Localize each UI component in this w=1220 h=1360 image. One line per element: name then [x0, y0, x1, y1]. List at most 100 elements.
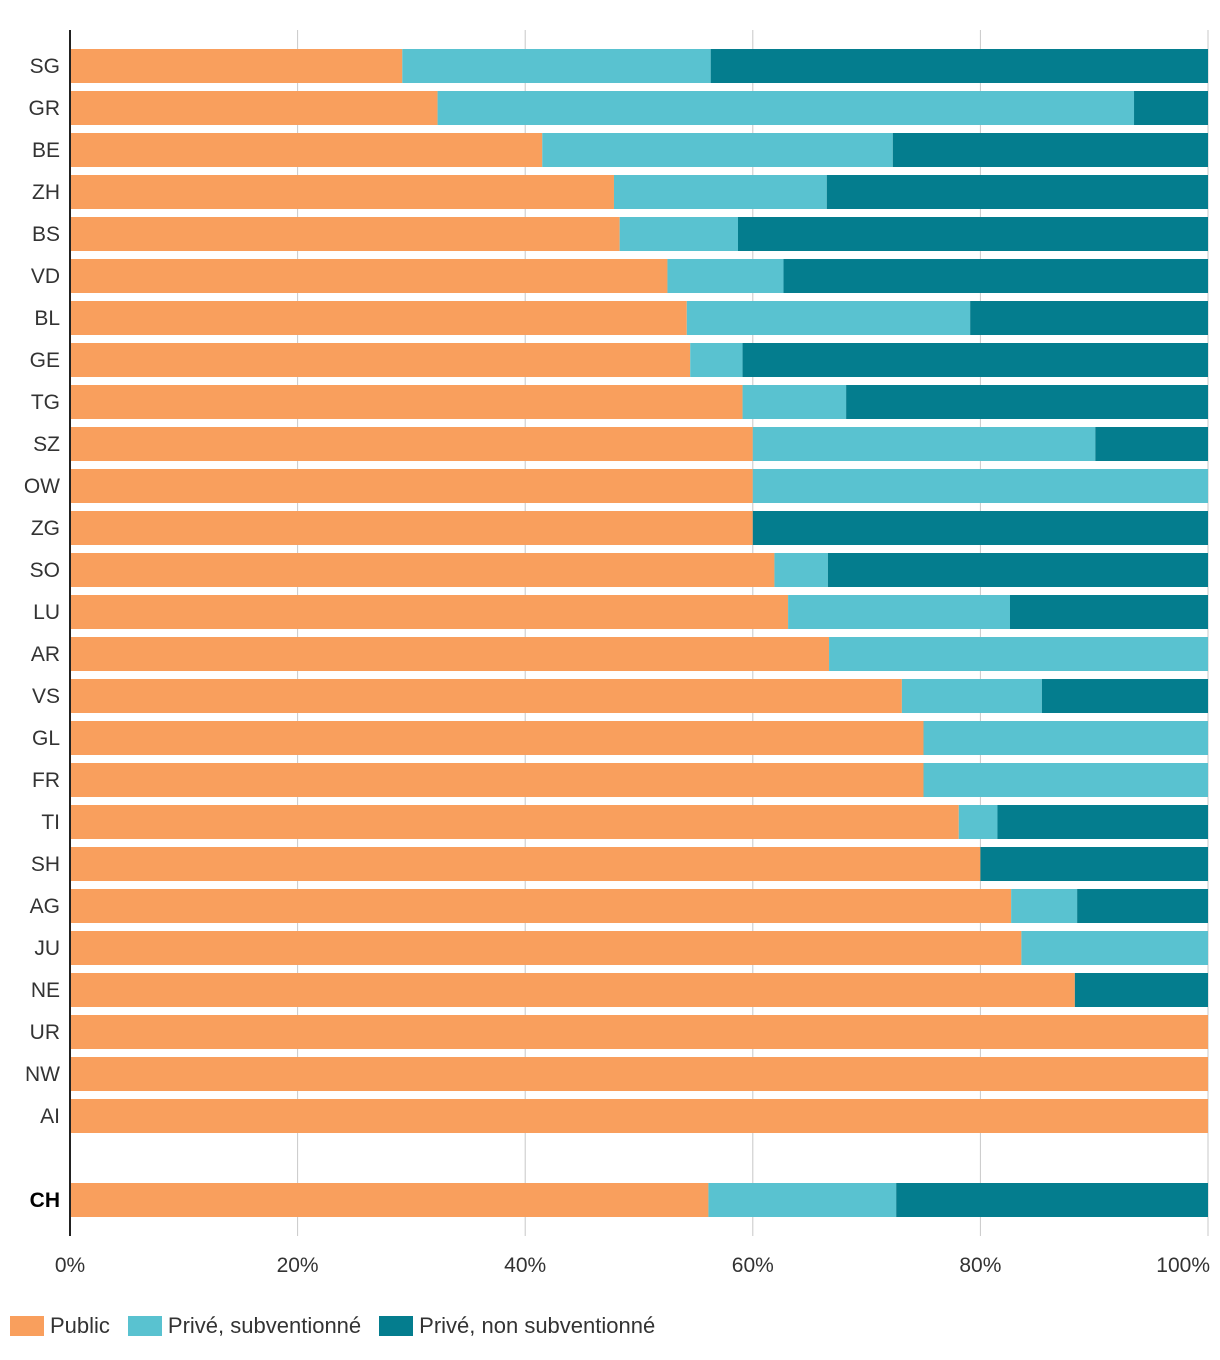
bar-ar-series-0: [70, 637, 830, 671]
bar-tg-series-2: [846, 385, 1208, 419]
bar-ow-series-1: [752, 469, 1208, 503]
legend-label-prive-non-subventionne: Privé, non subventionné: [419, 1313, 656, 1338]
bar-bs-series-0: [70, 217, 620, 251]
bar-zg-series-0: [70, 511, 753, 545]
bar-so-series-1: [774, 553, 828, 587]
bar-vd-series-0: [70, 259, 668, 293]
bar-sh-series-2: [980, 847, 1208, 881]
category-label-sg: SG: [30, 55, 60, 78]
bar-zh-series-1: [613, 175, 827, 209]
bar-tg-series-0: [70, 385, 743, 419]
category-label-ju: JU: [34, 937, 60, 960]
category-label-bs: BS: [32, 223, 60, 246]
category-label-lu: LU: [33, 601, 60, 624]
category-label-fr: FR: [32, 769, 60, 792]
bar-tg-series-1: [742, 385, 847, 419]
category-label-tg: TG: [31, 391, 60, 414]
bar-sg-series-1: [402, 49, 711, 83]
x-tick-label: 40%: [504, 1254, 546, 1277]
category-label-bl: BL: [34, 307, 60, 330]
x-tick-label: 100%: [1156, 1254, 1210, 1277]
bar-be-series-1: [542, 133, 893, 167]
x-tick-labels: 0% 20% 40% 60% 80% 100%: [55, 1254, 1210, 1277]
bar-vs-series-0: [70, 679, 902, 713]
bar-bl-series-0: [70, 301, 687, 335]
category-label-ch: CH: [30, 1189, 60, 1212]
bar-sg-series-0: [70, 49, 403, 83]
bar-bl-series-2: [970, 301, 1208, 335]
bar-ai-series-0: [70, 1099, 1208, 1133]
category-label-sh: SH: [31, 853, 60, 876]
legend: Public Privé, subventionné Privé, non su…: [10, 1313, 655, 1339]
bar-ar-series-1: [829, 637, 1208, 671]
x-tick-label: 20%: [277, 1254, 319, 1277]
bar-fr-series-0: [70, 763, 924, 797]
bar-vd-series-2: [783, 259, 1208, 293]
category-label-zh: ZH: [32, 181, 60, 204]
legend-label-public: Public: [50, 1313, 110, 1338]
bar-ge-series-2: [742, 343, 1208, 377]
category-label-gl: GL: [32, 727, 60, 750]
bar-ne-series-0: [70, 973, 1075, 1007]
bar-sz-series-1: [752, 427, 1096, 461]
category-labels: SG GR BE ZH BS VD BL GE TG SZ OW ZG SO LU AR VS GL FR TI SH…: [24, 55, 60, 1212]
bar-ag-series-0: [70, 889, 1012, 923]
bar-zh-series-0: [70, 175, 614, 209]
bar-fr-series-1: [923, 763, 1208, 797]
gridlines: [297, 30, 1209, 1236]
bar-bs-series-2: [738, 217, 1208, 251]
bar-sz-series-2: [1095, 427, 1208, 461]
bar-ju-series-0: [70, 931, 1022, 965]
bars: [70, 49, 1208, 1217]
bar-ch-series-2: [896, 1183, 1208, 1217]
bar-ge-series-1: [690, 343, 743, 377]
category-label-so: SO: [30, 559, 60, 582]
bar-vs-series-1: [901, 679, 1042, 713]
bar-zg-series-2: [752, 511, 1208, 545]
category-label-vd: VD: [31, 265, 60, 288]
x-tick-label: 80%: [959, 1254, 1001, 1277]
legend-item-public: Public: [10, 1313, 110, 1339]
bar-ti-series-1: [958, 805, 998, 839]
bar-ti-series-2: [997, 805, 1208, 839]
x-tick-label: 60%: [732, 1254, 774, 1277]
category-label-ag: AG: [30, 895, 60, 918]
bar-be-series-0: [70, 133, 543, 167]
legend-swatch-public: [10, 1316, 44, 1336]
category-label-ge: GE: [30, 349, 60, 372]
category-label-ai: AI: [40, 1105, 60, 1128]
category-label-sz: SZ: [33, 433, 60, 456]
bar-nw-series-0: [70, 1057, 1208, 1091]
bar-vd-series-1: [667, 259, 784, 293]
category-label-nw: NW: [25, 1063, 60, 1086]
bar-ag-series-2: [1077, 889, 1208, 923]
bar-ti-series-0: [70, 805, 959, 839]
bar-sg-series-2: [710, 49, 1208, 83]
bar-be-series-2: [892, 133, 1208, 167]
bar-ge-series-0: [70, 343, 691, 377]
bar-so-series-0: [70, 553, 775, 587]
legend-swatch-prive-subventionne: [127, 1316, 162, 1336]
bar-gr-series-1: [437, 91, 1135, 125]
bar-gr-series-0: [70, 91, 438, 125]
legend-item-prive-subventionne: Privé, subventionné: [127, 1313, 362, 1339]
bar-so-series-2: [827, 553, 1208, 587]
bar-zh-series-2: [826, 175, 1208, 209]
bar-gr-series-2: [1134, 91, 1208, 125]
bar-gl-series-1: [923, 721, 1208, 755]
bar-ow-series-0: [70, 469, 753, 503]
bar-bs-series-1: [619, 217, 739, 251]
bar-gl-series-0: [70, 721, 924, 755]
bar-sz-series-0: [70, 427, 753, 461]
bar-lu-series-2: [1009, 595, 1208, 629]
bar-sh-series-0: [70, 847, 981, 881]
bar-lu-series-1: [788, 595, 1010, 629]
category-label-ne: NE: [31, 979, 60, 1002]
legend-label-prive-subventionne: Privé, subventionné: [167, 1313, 362, 1338]
bar-ju-series-1: [1021, 931, 1208, 965]
category-label-be: BE: [32, 139, 60, 162]
bar-bl-series-1: [686, 301, 971, 335]
bar-ag-series-1: [1011, 889, 1078, 923]
category-label-vs: VS: [32, 685, 60, 708]
legend-swatch-prive-non-subventionne: [379, 1316, 414, 1336]
